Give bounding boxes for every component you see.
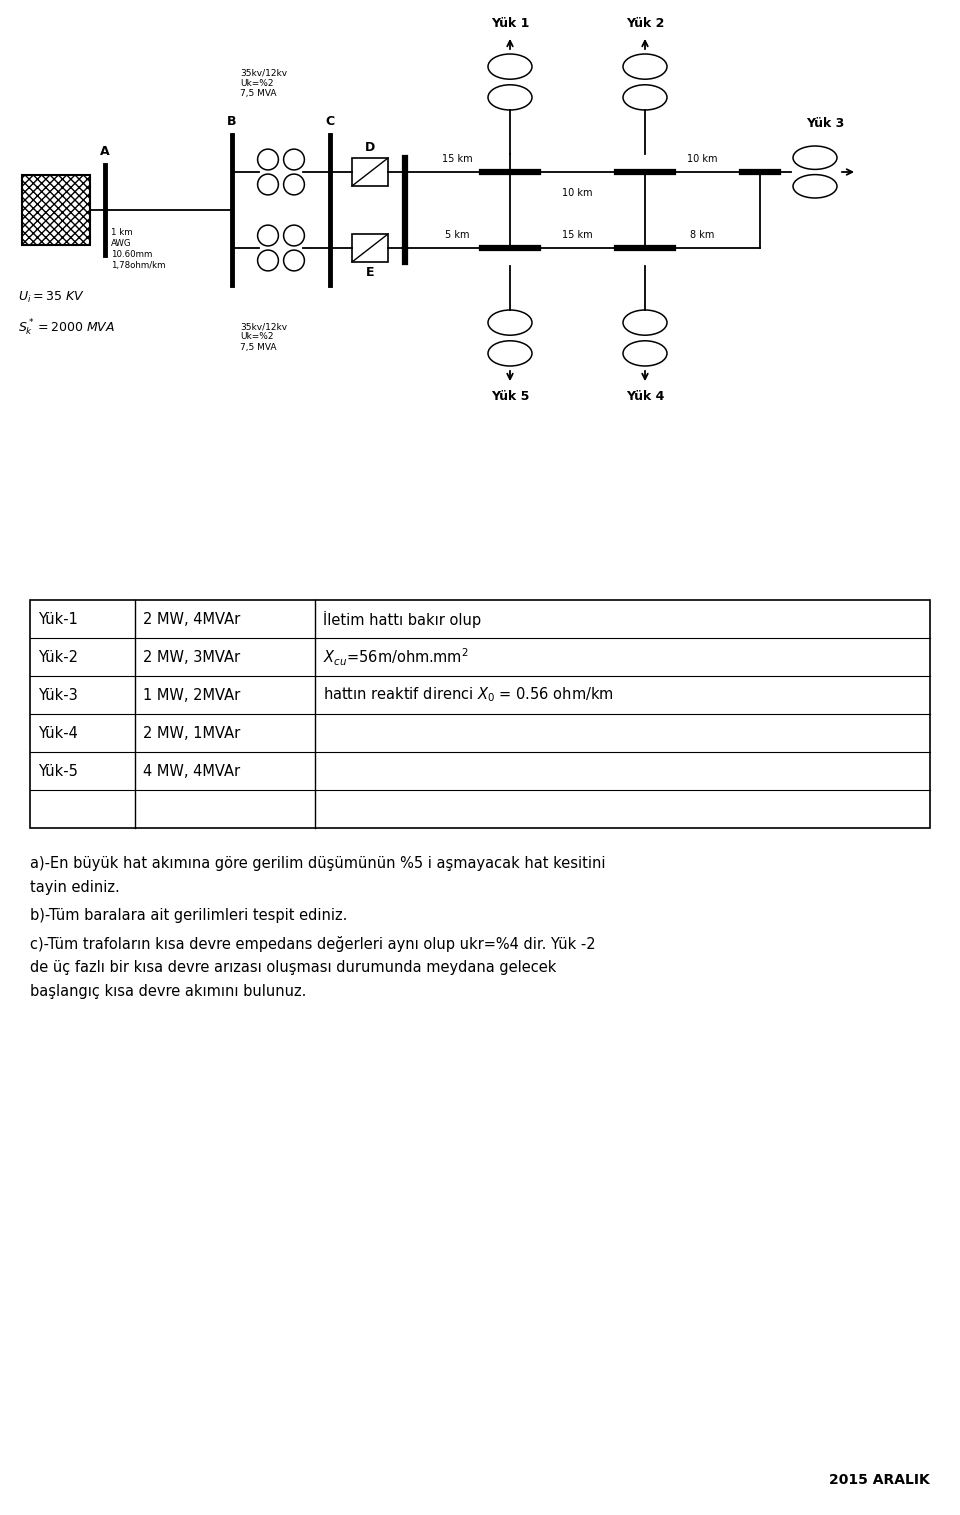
Text: İletim hattı bakır olup: İletim hattı bakır olup [323,611,481,627]
Text: Yük-3: Yük-3 [38,688,78,703]
Bar [30,600,930,829]
Text: Yük 5: Yük 5 [491,389,529,403]
Bar [22,176,90,245]
Text: b)-Tüm baralara ait gerilimleri tespit ediniz.: b)-Tüm baralara ait gerilimleri tespit e… [30,907,348,923]
Text: $S_k^* = 2000\ MVA$: $S_k^* = 2000\ MVA$ [18,318,115,338]
Text: A: A [100,145,109,158]
Text: 2 MW, 3MVAr: 2 MW, 3MVAr [143,650,240,665]
Text: a)-En büyük hat akımına göre gerilim düşümünün %5 i aşmayacak hat kesitini: a)-En büyük hat akımına göre gerilim düş… [30,856,606,871]
Text: de üç fazlı bir kısa devre arızası oluşması durumunda meydana gelecek: de üç fazlı bir kısa devre arızası oluşm… [30,961,557,976]
Text: 15 km: 15 km [563,230,593,239]
Text: 1 km
AWG
10.60mm
1,78ohm/km: 1 km AWG 10.60mm 1,78ohm/km [111,227,165,270]
Text: Yük-2: Yük-2 [38,650,78,665]
Text: Yük-1: Yük-1 [38,612,78,627]
Text: Yük-4: Yük-4 [38,726,78,741]
Text: 2 MW, 1MVAr: 2 MW, 1MVAr [143,726,240,741]
Text: D: D [365,141,375,155]
Text: C: C [325,115,335,127]
Text: 35kv/12kv
Uk=%2
7,5 MVA: 35kv/12kv Uk=%2 7,5 MVA [240,68,287,98]
Text: 10 km: 10 km [563,188,592,198]
Text: 2 MW, 4MVAr: 2 MW, 4MVAr [143,612,240,627]
Text: 8 km: 8 km [690,230,714,239]
Text: B: B [228,115,237,127]
Text: 1 MW, 2MVAr: 1 MW, 2MVAr [143,688,240,703]
Text: başlangıç kısa devre akımını bulunuz.: başlangıç kısa devre akımını bulunuz. [30,985,306,998]
Bar [352,233,388,262]
Text: 2015 ARALIK: 2015 ARALIK [829,1473,930,1488]
Text: 15 km: 15 km [443,155,473,164]
Text: 4 MW, 4MVAr: 4 MW, 4MVAr [143,764,240,779]
Bar [352,158,388,186]
Text: 10 km: 10 km [687,155,718,164]
Text: Yük 1: Yük 1 [491,17,529,30]
Text: tayin ediniz.: tayin ediniz. [30,880,120,895]
Text: Yük-5: Yük-5 [38,764,78,779]
Text: $X_{cu}$=56m/ohm.mm$^2$: $X_{cu}$=56m/ohm.mm$^2$ [323,647,468,668]
Text: $U_i = 35\ KV$: $U_i = 35\ KV$ [18,289,84,305]
Text: 35kv/12kv
Uk=%2
7,5 MVA: 35kv/12kv Uk=%2 7,5 MVA [240,323,287,351]
Text: c)-Tüm trafoların kısa devre empedans değerleri aynı olup ukr=%4 dir. Yük -2: c)-Tüm trafoların kısa devre empedans de… [30,936,595,951]
Text: 5 km: 5 km [445,230,469,239]
Text: hattın reaktif direnci $X_0$ = 0.56 ohm/km: hattın reaktif direnci $X_0$ = 0.56 ohm/… [323,686,613,704]
Text: E: E [366,267,374,279]
Text: Yük 4: Yük 4 [626,389,664,403]
Text: Yük 2: Yük 2 [626,17,664,30]
Text: Yük 3: Yük 3 [805,117,844,130]
